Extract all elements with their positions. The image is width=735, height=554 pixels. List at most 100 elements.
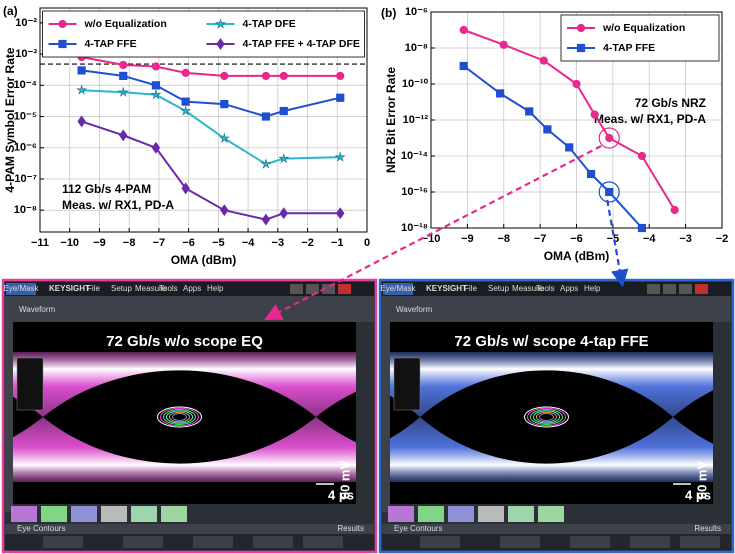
legend-label: w/o Equalization	[84, 18, 167, 30]
menu-item: Setup	[111, 284, 132, 293]
status-cell	[193, 536, 233, 548]
toolbar	[5, 296, 374, 322]
eye-title: 72 Gb/s w/o scope EQ	[106, 333, 263, 350]
menu-item: Help	[207, 284, 224, 293]
thumbnail	[418, 506, 444, 522]
thumbnail	[388, 506, 414, 522]
thumbnail	[478, 506, 504, 522]
annotation: 72 Gb/s NRZ	[635, 96, 706, 110]
status-cell	[570, 536, 610, 548]
marker	[337, 72, 344, 79]
menu-item: File	[87, 284, 100, 293]
menu-item: Apps	[183, 284, 201, 293]
y-tick-label: 10⁻⁶	[14, 142, 37, 154]
marker	[280, 72, 287, 79]
y-tick-label: 10⁻⁵	[14, 110, 37, 122]
window-button	[647, 284, 660, 294]
eye-title: 72 Gb/s w/ scope 4-tap FFE	[454, 333, 648, 350]
marker	[78, 67, 85, 74]
status-cell	[630, 536, 670, 548]
panel-label: (b)	[381, 6, 396, 20]
tab-label: Eye/Mask	[380, 284, 416, 293]
thumbnail	[71, 506, 97, 522]
x-tick-label: −10	[60, 237, 79, 249]
waveform-label: Waveform	[19, 305, 55, 314]
status-cell	[303, 536, 343, 548]
marker	[638, 152, 645, 159]
x-tick-label: −7	[153, 237, 166, 249]
thumbnail	[131, 506, 157, 522]
y-tick-label: 10⁻⁷	[14, 173, 37, 185]
y-tick-label: 10⁻¹⁴	[401, 150, 428, 162]
window-button	[338, 284, 351, 294]
marker	[566, 144, 573, 151]
marker	[120, 130, 127, 140]
y-tick-label: 10⁻⁸	[14, 204, 37, 216]
y-tick-label: 10⁻⁸	[405, 42, 428, 54]
legend-inset	[17, 358, 43, 410]
y-tick-label: 10⁻¹²	[403, 114, 429, 126]
menu-item: Help	[584, 284, 601, 293]
x-tick-label: −3	[272, 237, 285, 249]
y-tick-label: 10⁻¹⁶	[401, 186, 428, 198]
status-cell	[680, 536, 720, 548]
marker	[460, 62, 467, 69]
marker	[280, 107, 287, 114]
menu-item: Tools	[159, 284, 178, 293]
status-cell	[500, 536, 540, 548]
window-button	[290, 284, 303, 294]
marker	[262, 113, 269, 120]
marker	[606, 134, 613, 141]
marker	[152, 82, 159, 89]
marker	[182, 98, 189, 105]
marker	[544, 126, 551, 133]
brand: KEYSIGHT	[49, 284, 90, 293]
marker	[526, 108, 533, 115]
marker	[262, 72, 269, 79]
x-tick-label: −9	[93, 237, 106, 249]
x-tick-label: −8	[123, 237, 136, 249]
legend-inset	[394, 358, 420, 410]
thumbnail	[41, 506, 67, 522]
x-tick-label: −3	[679, 233, 692, 245]
window-button	[695, 284, 708, 294]
side-bar	[5, 322, 13, 512]
marker	[500, 41, 507, 48]
y-tick-label: 10⁻³	[15, 48, 37, 60]
y-axis-title: NRZ Bit Error Rate	[384, 67, 398, 173]
side-bar	[382, 322, 390, 512]
window-button	[679, 284, 692, 294]
marker	[606, 188, 613, 195]
marker	[337, 94, 344, 101]
status-cell	[123, 536, 163, 548]
x-tick-label: −5	[212, 237, 225, 249]
marker	[221, 205, 228, 215]
x-tick-label: −4	[643, 233, 656, 245]
x-tick-label: −4	[242, 237, 255, 249]
menu-item: Setup	[488, 284, 509, 293]
annotation: Meas. w/ RX1, PD-A	[62, 198, 174, 212]
y-tick-label: 10⁻²	[15, 17, 37, 29]
tab-label: Eye/Mask	[3, 284, 39, 293]
legend-marker	[59, 40, 66, 47]
x-tick-label: −1	[331, 237, 344, 249]
marker	[497, 90, 504, 97]
menu-item: Tools	[536, 284, 555, 293]
marker	[638, 224, 645, 231]
thumbnail	[538, 506, 564, 522]
y-tick-label: 10⁻¹⁰	[402, 78, 429, 90]
marker	[540, 57, 547, 64]
x-tick-label: −2	[716, 233, 729, 245]
status-cell	[43, 536, 83, 548]
menu-item: File	[464, 284, 477, 293]
scale-t: 4 ps	[328, 487, 354, 502]
marker	[671, 206, 678, 213]
thumbnail	[101, 506, 127, 522]
legend-marker	[577, 24, 584, 31]
thumbnail	[448, 506, 474, 522]
marker	[120, 61, 127, 68]
legend-label: 4-TAP DFE	[243, 18, 296, 30]
bottom-tab: Eye Contours	[394, 524, 442, 533]
panel-label: (a)	[3, 4, 18, 18]
thumbnail	[161, 506, 187, 522]
